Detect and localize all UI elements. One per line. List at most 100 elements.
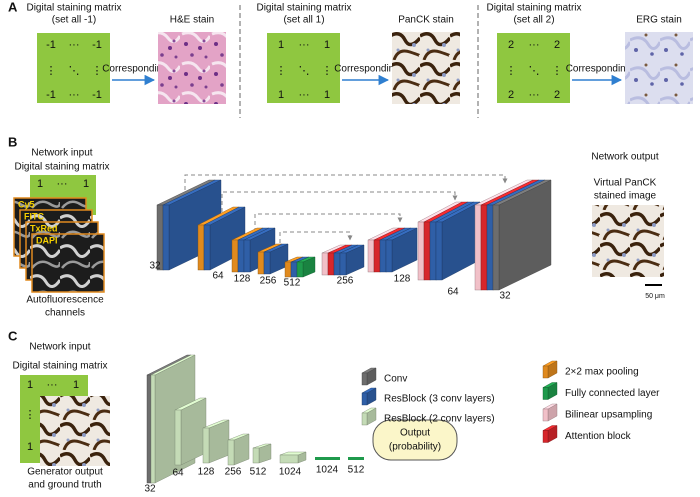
block-front bbox=[202, 427, 210, 464]
layer-label: 32 bbox=[149, 261, 161, 272]
input-title: Network input bbox=[31, 148, 92, 159]
matrix-cell: ⋮ bbox=[92, 65, 103, 77]
block-front bbox=[379, 239, 387, 273]
matrix-cell: -1 bbox=[92, 89, 102, 101]
matrix-cell: 1 bbox=[324, 39, 330, 51]
layer-label: 64 bbox=[447, 287, 459, 298]
channel-label: Cy5 bbox=[18, 199, 35, 209]
matrix-cell: 1 bbox=[83, 178, 89, 190]
matrix-cell: 1 bbox=[37, 178, 43, 190]
layer-label: 512 bbox=[348, 465, 365, 476]
block-front bbox=[486, 204, 494, 291]
arrow-label: Corresponding bbox=[566, 64, 632, 75]
matrix-cell: 2 bbox=[554, 89, 560, 101]
layer-label: 64 bbox=[172, 468, 184, 479]
block-front bbox=[361, 372, 368, 386]
matrix-title: Digital staining matrix bbox=[26, 3, 121, 14]
stain-image bbox=[158, 32, 226, 104]
legend-label: ResBlock (2 conv layers) bbox=[384, 414, 495, 425]
arrow-label: Corresponding bbox=[102, 64, 168, 75]
matrix-title: (set all -1) bbox=[52, 15, 96, 26]
caption: Generator output bbox=[27, 467, 103, 478]
block-front bbox=[203, 224, 211, 271]
block-front bbox=[542, 365, 549, 379]
legend-label: Bilinear upsampling bbox=[565, 410, 652, 421]
block-front bbox=[542, 430, 549, 443]
output-caption: Virtual PanCK bbox=[594, 178, 657, 189]
block-front bbox=[423, 221, 431, 281]
layer-label: 128 bbox=[198, 467, 215, 478]
matrix-cell: ··· bbox=[57, 178, 68, 190]
matrix-cell: ⋮ bbox=[276, 65, 287, 77]
block-front bbox=[327, 252, 335, 276]
panel-label: B bbox=[8, 134, 17, 149]
output-caption: stained image bbox=[594, 191, 657, 202]
layer-label: 1024 bbox=[279, 467, 302, 478]
block-front bbox=[162, 204, 170, 271]
block-front bbox=[243, 239, 251, 273]
stain-label: H&E stain bbox=[170, 15, 214, 26]
block-front bbox=[361, 392, 368, 406]
block-front bbox=[231, 239, 239, 273]
block-front bbox=[417, 221, 425, 281]
matrix-cell: ⋱ bbox=[299, 65, 310, 77]
matrix-cell: ··· bbox=[529, 39, 540, 51]
block-front bbox=[361, 412, 368, 426]
skip-connection bbox=[184, 174, 508, 190]
matrix-title: Digital staining matrix bbox=[486, 3, 581, 14]
block-front bbox=[429, 221, 437, 281]
stain-label: ERG stain bbox=[636, 15, 682, 26]
input-title: Digital staining matrix bbox=[12, 361, 107, 372]
layer-label: 512 bbox=[284, 278, 301, 289]
channel-label: FITC bbox=[24, 211, 44, 221]
matrix-cell: ··· bbox=[529, 89, 540, 101]
layer-label: 256 bbox=[225, 467, 242, 478]
matrix-cell: ⋮ bbox=[322, 65, 333, 77]
matrix-cell: -1 bbox=[46, 39, 56, 51]
matrix-cell: ⋮ bbox=[552, 65, 563, 77]
input-title: Network input bbox=[29, 342, 90, 353]
input-image bbox=[40, 396, 110, 466]
layer-label: 128 bbox=[234, 274, 251, 285]
fc-layer bbox=[315, 457, 340, 460]
legend-label: Fully connected layer bbox=[565, 388, 660, 399]
block-front bbox=[263, 251, 271, 275]
output-node bbox=[372, 419, 458, 461]
matrix-cell: ⋮ bbox=[25, 409, 36, 421]
output-title: Network output bbox=[591, 152, 658, 163]
legend-label: Attention block bbox=[565, 431, 632, 442]
matrix-cell: 1 bbox=[27, 379, 33, 391]
matrix-cell: ··· bbox=[69, 39, 80, 51]
matrix-cell: -1 bbox=[46, 89, 56, 101]
layer-label: 512 bbox=[250, 467, 267, 478]
block-front bbox=[174, 409, 182, 466]
scale-label: 50 μm bbox=[645, 293, 665, 300]
block-front bbox=[279, 454, 299, 464]
block-front bbox=[373, 239, 381, 273]
block-front bbox=[435, 221, 443, 281]
block-front bbox=[321, 252, 329, 276]
stain-label: PanCK stain bbox=[398, 15, 454, 26]
matrix bbox=[37, 33, 110, 103]
matrix-title: (set all 1) bbox=[283, 15, 324, 26]
matrix-cell: 1 bbox=[73, 379, 79, 391]
stain-image bbox=[392, 32, 460, 104]
block-front bbox=[237, 239, 245, 273]
layer-label: 256 bbox=[337, 276, 354, 287]
channel-label: TxRed bbox=[30, 223, 58, 233]
block-front bbox=[542, 387, 549, 400]
matrix-cell: 1 bbox=[278, 89, 284, 101]
skip-connection bbox=[279, 231, 353, 250]
matrix-cell: ⋱ bbox=[529, 65, 540, 77]
block-front bbox=[252, 447, 260, 464]
block-front bbox=[474, 204, 482, 291]
block-front bbox=[296, 261, 304, 278]
matrix-cell: ⋮ bbox=[506, 65, 517, 77]
block-front bbox=[385, 239, 393, 273]
block-front bbox=[257, 251, 265, 275]
layer-label: 1024 bbox=[316, 465, 339, 476]
channel-image bbox=[31, 233, 105, 293]
matrix-cell: 1 bbox=[278, 39, 284, 51]
matrix-cell: 1 bbox=[324, 89, 330, 101]
